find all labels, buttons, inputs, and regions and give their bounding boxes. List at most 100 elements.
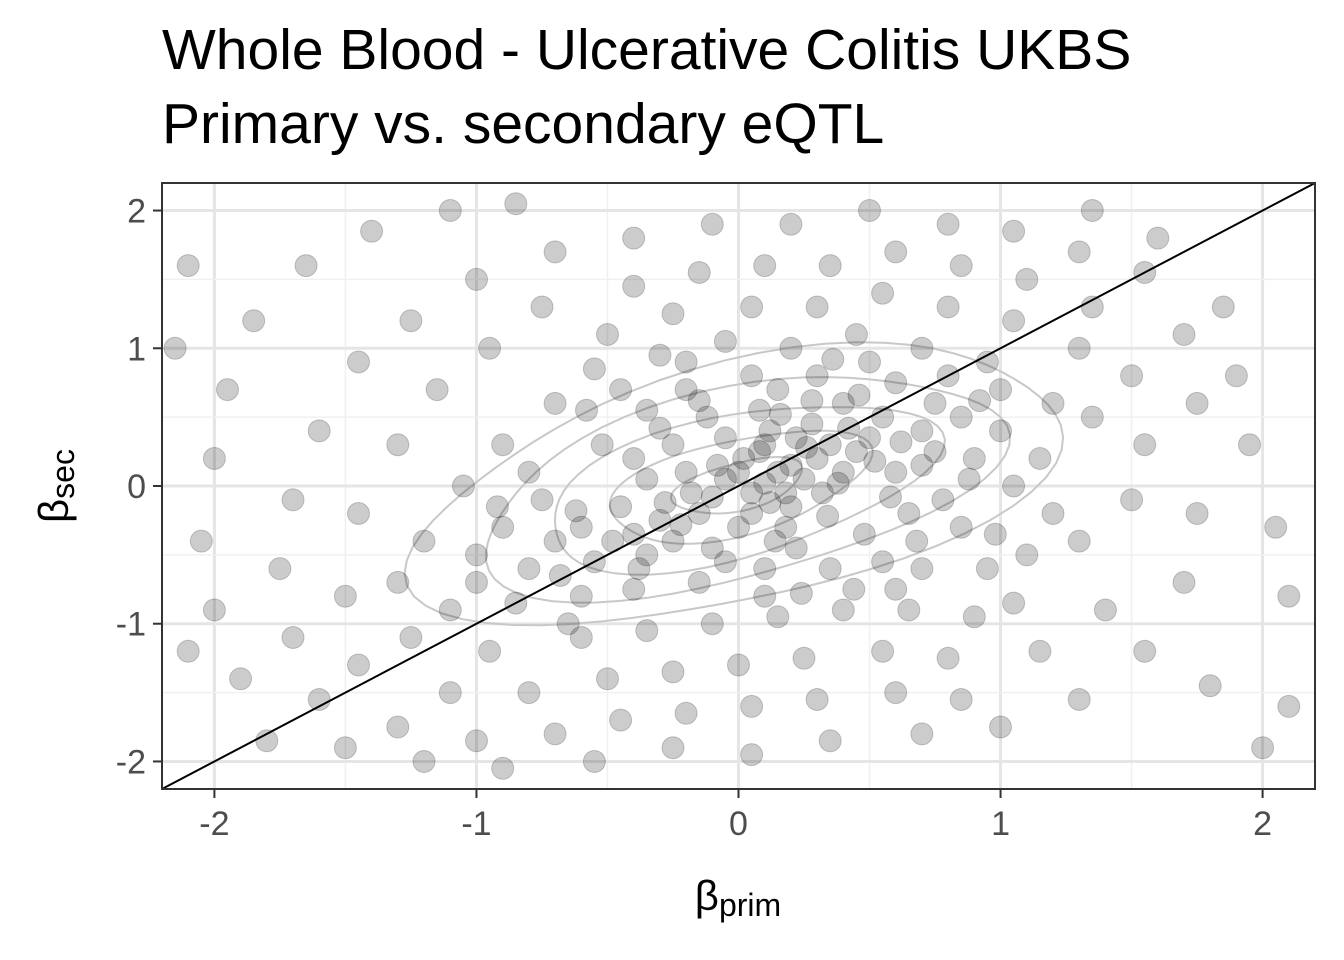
data-point	[543, 240, 567, 264]
data-point	[609, 495, 633, 519]
data-point	[968, 389, 992, 413]
data-point	[674, 701, 698, 725]
data-point	[831, 391, 855, 415]
data-point	[779, 336, 803, 360]
data-point	[805, 447, 829, 470]
data-point	[863, 449, 887, 473]
data-point	[674, 460, 698, 484]
data-point	[609, 708, 633, 732]
data-point	[936, 212, 960, 236]
data-point	[627, 557, 651, 581]
identity-line	[162, 183, 1315, 789]
y-tick-label: -1	[116, 606, 146, 644]
data-point	[844, 440, 868, 464]
data-point	[789, 581, 813, 605]
x-tick-label: 1	[991, 805, 1010, 843]
data-point	[1133, 433, 1157, 457]
data-point	[784, 536, 808, 560]
chart-title-line-1: Whole Blood - Ulcerative Colitis UKBS	[162, 18, 1132, 82]
data-point	[983, 522, 1007, 546]
x-tick-label: -1	[461, 805, 491, 843]
data-point	[590, 433, 614, 457]
data-point	[478, 336, 502, 360]
data-point	[674, 378, 698, 402]
data-point	[679, 481, 703, 505]
data-point	[1080, 199, 1104, 222]
data-point	[575, 398, 598, 422]
x-axis-symbol: β	[695, 872, 719, 919]
data-point	[774, 515, 798, 539]
data-point	[517, 557, 541, 581]
data-point	[582, 357, 606, 381]
data-point	[871, 281, 895, 305]
data-point	[871, 550, 895, 574]
data-point	[438, 681, 462, 705]
data-point	[1133, 639, 1157, 663]
data-point	[740, 502, 764, 525]
data-point	[858, 350, 881, 374]
data-point	[543, 529, 567, 553]
data-point	[216, 378, 239, 402]
data-point	[517, 460, 541, 484]
data-point	[333, 736, 357, 760]
data-point	[831, 460, 855, 484]
data-point	[818, 729, 842, 753]
data-point	[1172, 570, 1196, 594]
data-point	[465, 543, 488, 567]
y-tick-label: 0	[127, 468, 146, 506]
data-point	[975, 557, 999, 581]
data-point	[763, 529, 787, 553]
data-point	[949, 254, 973, 278]
data-point	[884, 681, 908, 705]
data-point	[569, 584, 593, 608]
data-point	[847, 383, 871, 407]
data-point	[1028, 639, 1052, 663]
data-point	[687, 570, 711, 594]
data-point	[931, 488, 955, 512]
data-point	[674, 350, 698, 374]
data-point	[661, 529, 685, 553]
data-point	[347, 502, 370, 525]
data-point	[622, 447, 646, 470]
data-point	[740, 743, 764, 767]
data-point	[543, 722, 567, 746]
data-point	[1251, 736, 1275, 760]
data-point	[569, 626, 593, 649]
data-point	[1277, 694, 1301, 718]
data-point	[884, 240, 908, 264]
data-point	[347, 653, 370, 677]
data-point	[687, 389, 711, 413]
data-point	[949, 405, 973, 429]
data-point	[268, 557, 292, 581]
data-point	[758, 491, 782, 514]
density-contour	[608, 429, 874, 545]
data-point	[779, 212, 803, 236]
data-point	[753, 584, 777, 608]
data-point	[491, 433, 515, 457]
data-point	[713, 426, 737, 450]
data-point	[805, 364, 829, 388]
data-point	[281, 488, 305, 512]
data-point	[281, 626, 305, 649]
data-point	[386, 433, 410, 457]
data-point	[386, 715, 410, 739]
data-point	[1080, 295, 1104, 319]
data-point	[695, 405, 719, 429]
data-point	[465, 570, 488, 594]
data-point	[202, 447, 226, 470]
x-axis-subscript: prim	[719, 887, 781, 923]
data-point	[635, 398, 659, 422]
y-axis-title: βsec	[30, 449, 81, 523]
chart-title-line-2: Primary vs. secondary eQTL	[162, 92, 885, 156]
data-point	[347, 350, 370, 374]
data-point	[810, 481, 834, 505]
data-point	[517, 681, 541, 705]
data-point	[543, 391, 567, 415]
y-axis-subscript: sec	[45, 449, 81, 499]
data-point	[949, 688, 973, 711]
density-contour	[553, 406, 946, 576]
data-point	[1080, 405, 1104, 429]
data-point	[1185, 391, 1209, 415]
data-point	[821, 347, 845, 371]
data-point	[1002, 591, 1026, 615]
